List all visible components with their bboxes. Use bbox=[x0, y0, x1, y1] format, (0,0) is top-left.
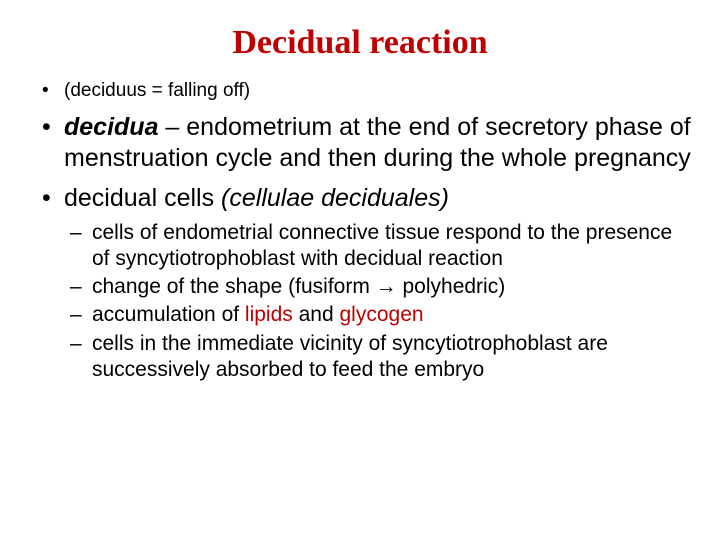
decidual-cells-bullet: decidual cells (cellulae deciduales) cel… bbox=[64, 183, 692, 383]
term-decidua: decidua bbox=[64, 113, 158, 141]
text-segment: glycogen bbox=[340, 303, 424, 326]
sub-bullet-4: cells in the immediate vicinity of syncy… bbox=[92, 331, 692, 384]
text-segment: accumulation of bbox=[92, 303, 245, 326]
sub-bullet-1: cells of endometrial connective tissue r… bbox=[92, 220, 692, 273]
sub-bullet-list: cells of endometrial connective tissue r… bbox=[64, 220, 692, 384]
sub-bullet-2: change of the shape (fusiform → polyhedr… bbox=[92, 274, 692, 300]
cellulae-deciduales: (cellulae deciduales) bbox=[221, 184, 449, 212]
text-segment: and bbox=[293, 303, 340, 326]
decidua-bullet: decidua – endometrium at the end of secr… bbox=[64, 112, 692, 173]
etymology-text: (deciduus = falling off) bbox=[64, 80, 250, 101]
sub-bullet-3: accumulation of lipids and glycogen bbox=[92, 302, 692, 328]
text-segment: change of the shape (fusiform → polyhedr… bbox=[92, 275, 505, 298]
etymology-bullet: (deciduus = falling off) bbox=[64, 80, 692, 102]
text-segment: cells in the immediate vicinity of syncy… bbox=[92, 332, 608, 381]
bullet-list: (deciduus = falling off) decidua – endom… bbox=[28, 80, 692, 383]
decidua-desc: – endometrium at the end of secretory ph… bbox=[64, 113, 691, 172]
text-segment: cells of endometrial connective tissue r… bbox=[92, 221, 672, 270]
decidual-cells-text: decidual cells bbox=[64, 184, 221, 212]
text-segment: lipids bbox=[245, 303, 293, 326]
slide-title: Decidual reaction bbox=[28, 24, 692, 62]
